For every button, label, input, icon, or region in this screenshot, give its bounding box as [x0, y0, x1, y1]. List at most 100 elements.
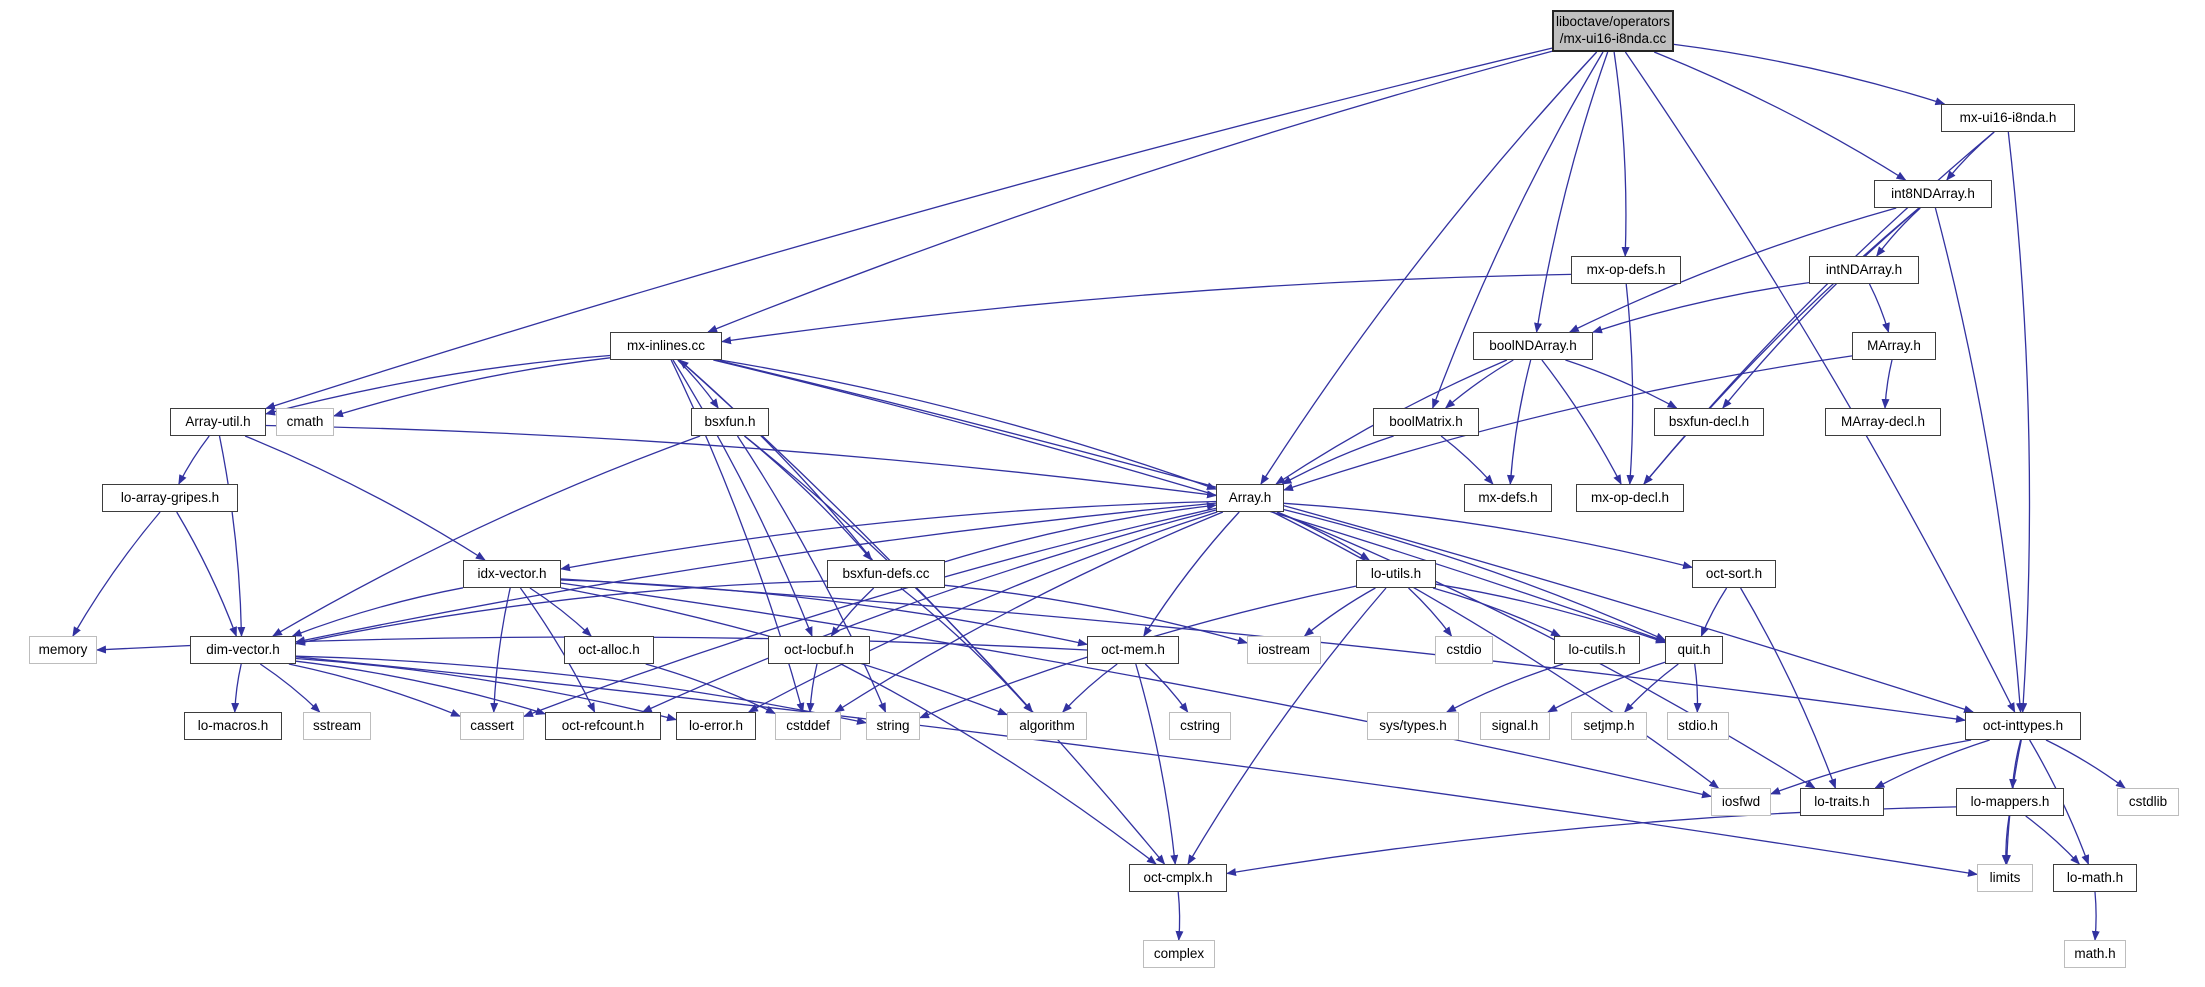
node-mxinlines[interactable]: mx-inlines.cc [610, 332, 722, 360]
node-lomappers[interactable]: lo-mappers.h [1956, 788, 2064, 816]
node-lomath[interactable]: lo-math.h [2053, 864, 2137, 892]
node-cassert[interactable]: cassert [460, 712, 524, 740]
node-limits[interactable]: limits [1977, 864, 2033, 892]
edge-dimvector-octrefcount [295, 660, 546, 715]
node-cmath-label: cmath [286, 413, 324, 429]
edge-idxvector-cassert [490, 587, 511, 713]
node-iostream[interactable]: iostream [1247, 636, 1321, 664]
node-dimvector-label: dim-vector.h [206, 641, 280, 657]
edge-int8ndarray-octinttypes [1934, 207, 2024, 713]
node-string-label: string [876, 717, 910, 733]
node-cstdio[interactable]: cstdio [1435, 636, 1493, 664]
node-octsort[interactable]: oct-sort.h [1692, 560, 1776, 588]
node-lotraits[interactable]: lo-traits.h [1800, 788, 1884, 816]
node-bsxfundefs[interactable]: bsxfun-defs.cc [827, 560, 945, 588]
node-sstream-label: sstream [312, 717, 361, 733]
node-octrefcount[interactable]: oct-refcount.h [545, 712, 661, 740]
node-boolmatrix[interactable]: boolMatrix.h [1373, 408, 1479, 436]
node-boolndarray[interactable]: boolNDArray.h [1473, 332, 1593, 360]
node-boolmatrix-label: boolMatrix.h [1389, 413, 1463, 429]
node-arrayutil[interactable]: Array-util.h [170, 408, 266, 436]
edge-idxvector-octalloc [529, 587, 592, 637]
edge-octmem-octcmplx [1135, 663, 1179, 865]
node-limits-label: limits [1989, 869, 2021, 885]
node-arrayutil-label: Array-util.h [185, 413, 251, 429]
edge-mxui16i8nda_h-int8ndarray [1946, 131, 1995, 181]
node-systypes[interactable]: sys/types.h [1367, 712, 1459, 740]
edge-idxvector-octmem [560, 579, 1088, 647]
edge-main-int8ndarray [1653, 51, 1907, 181]
node-main-label: liboctave/operators /mx-ui16-i8nda.cc [1555, 14, 1671, 46]
node-loutils[interactable]: lo-utils.h [1356, 560, 1436, 588]
edge-arrayutil-loarraygripes [178, 435, 210, 485]
edge-mxinlines-cmath [333, 357, 611, 418]
edge-array-idxvector [560, 500, 1217, 572]
node-marraydecl[interactable]: MArray-decl.h [1825, 408, 1941, 436]
node-algorithm-label: algorithm [1019, 717, 1075, 733]
node-complex[interactable]: complex [1143, 940, 1215, 968]
edge-dimvector-sstream [259, 663, 321, 713]
node-string[interactable]: string [866, 712, 920, 740]
edge-loutils-locutils [1432, 587, 1561, 637]
node-octmem[interactable]: oct-mem.h [1087, 636, 1179, 664]
edge-dimvector-loerror [295, 657, 677, 722]
node-iosfwd[interactable]: iosfwd [1711, 788, 1771, 816]
node-lomacros[interactable]: lo-macros.h [184, 712, 282, 740]
node-quit[interactable]: quit.h [1665, 636, 1723, 664]
node-marray-label: MArray.h [1867, 337, 1921, 353]
node-memory[interactable]: memory [29, 636, 97, 664]
node-int8ndarray[interactable]: int8NDArray.h [1874, 180, 1992, 208]
node-mxui16i8nda_h[interactable]: mx-ui16-i8nda.h [1941, 104, 2075, 132]
node-bsxfun[interactable]: bsxfun.h [691, 408, 769, 436]
node-setjmp[interactable]: setjmp.h [1571, 712, 1647, 740]
edge-mxui16i8nda_h-octinttypes [2007, 131, 2031, 713]
node-locutils[interactable]: lo-cutils.h [1554, 636, 1640, 664]
node-octcmplx-label: oct-cmplx.h [1143, 869, 1213, 885]
node-mathh-label: math.h [2074, 945, 2116, 961]
node-main[interactable]: liboctave/operators /mx-ui16-i8nda.cc [1552, 10, 1674, 52]
node-octinttypes[interactable]: oct-inttypes.h [1965, 712, 2081, 740]
node-cstdlib[interactable]: cstdlib [2117, 788, 2179, 816]
node-signal[interactable]: signal.h [1480, 712, 1550, 740]
edge-octsort-quit [1700, 587, 1728, 637]
node-cstdio-label: cstdio [1446, 641, 1482, 657]
node-array[interactable]: Array.h [1216, 484, 1284, 512]
edge-octinttypes-cstdlib [2045, 739, 2126, 789]
node-memory-label: memory [38, 641, 88, 657]
node-mxopdecl[interactable]: mx-op-decl.h [1576, 484, 1684, 512]
edge-array-iosfwd [1272, 511, 1720, 789]
node-marray[interactable]: MArray.h [1852, 332, 1936, 360]
node-cstddef[interactable]: cstddef [775, 712, 841, 740]
node-cstring[interactable]: cstring [1169, 712, 1231, 740]
node-bsxfundecl[interactable]: bsxfun-decl.h [1654, 408, 1764, 436]
node-octcmplx[interactable]: oct-cmplx.h [1129, 864, 1227, 892]
node-mxdefs[interactable]: mx-defs.h [1464, 484, 1552, 512]
edge-bsxfundefs-mxinlines [678, 359, 874, 561]
node-mxopdefs[interactable]: mx-op-defs.h [1571, 256, 1681, 284]
node-intndarray[interactable]: intNDArray.h [1809, 256, 1919, 284]
node-algorithm[interactable]: algorithm [1007, 712, 1087, 740]
edge-quit-stdio [1693, 663, 1702, 713]
node-idxvector[interactable]: idx-vector.h [463, 560, 561, 588]
edge-mxopdefs-mxinlines [721, 273, 1572, 345]
node-cmath[interactable]: cmath [276, 408, 334, 436]
edge-array-cstddef [834, 511, 1224, 713]
node-octlocbuf[interactable]: oct-locbuf.h [768, 636, 870, 664]
node-mathh[interactable]: math.h [2064, 940, 2126, 968]
node-loarraygripes[interactable]: lo-array-gripes.h [102, 484, 238, 512]
node-intndarray-label: intNDArray.h [1825, 261, 1903, 277]
edge-octinttypes-lomappers [2009, 739, 2022, 789]
node-loerror[interactable]: lo-error.h [676, 712, 756, 740]
node-complex-label: complex [1153, 945, 1205, 961]
node-octalloc[interactable]: oct-alloc.h [564, 636, 654, 664]
edge-int8ndarray-bsxfundecl [1722, 207, 1920, 409]
edge-lomappers-limits [2001, 815, 2010, 865]
node-sstream[interactable]: sstream [303, 712, 371, 740]
edge-main-mxopdefs [1613, 51, 1630, 257]
node-stdio[interactable]: stdio.h [1667, 712, 1729, 740]
node-dimvector[interactable]: dim-vector.h [190, 636, 296, 664]
node-octalloc-label: oct-alloc.h [578, 641, 640, 657]
edge-octlocbuf-octcmplx [840, 663, 1157, 865]
edge-idxvector-iosfwd [560, 582, 1712, 799]
edge-dimvector-string [295, 655, 867, 725]
